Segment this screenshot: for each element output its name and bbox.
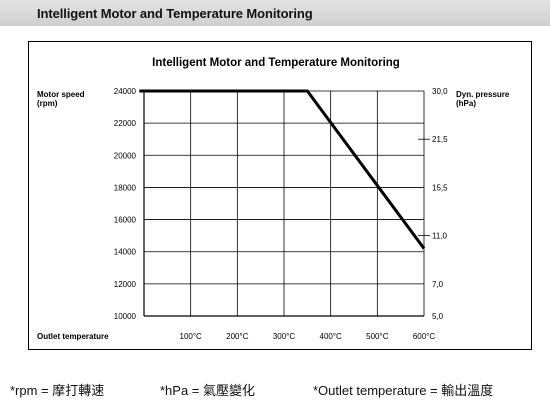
- y-axis-label-line1: Motor speed: [37, 90, 85, 99]
- right-axis-tick-label: 5,0: [432, 312, 444, 321]
- y-tick-label: 18000: [114, 183, 137, 192]
- right-axis-tick-label: 30,0: [432, 87, 448, 96]
- y-tick-label: 12000: [114, 280, 137, 289]
- x-tick-label: 200°C: [226, 332, 249, 341]
- y-tick-label: 16000: [114, 216, 137, 225]
- banner-title: Intelligent Motor and Temperature Monito…: [37, 6, 313, 21]
- footnote-hpa: *hPa = 氣壓變化: [160, 383, 256, 398]
- right-axis-tick-label: 11,0: [432, 232, 448, 241]
- y-tick-label: 10000: [114, 312, 137, 321]
- y-tick-label: 24000: [114, 87, 137, 96]
- footnote-outlet-temperature: *Outlet temperature = 輸出溫度: [313, 383, 494, 398]
- footnotes: *rpm = 摩打轉速 *hPa = 氣壓變化 *Outlet temperat…: [0, 380, 550, 404]
- footnote-rpm: *rpm = 摩打轉速: [10, 383, 105, 398]
- x-tick-label: 500°C: [366, 332, 389, 341]
- right-axis-label-line2: (hPa): [456, 99, 476, 108]
- y-tick-label: 20000: [114, 151, 137, 160]
- chart-title: Intelligent Motor and Temperature Monito…: [152, 57, 400, 69]
- chart-frame: [28, 41, 532, 350]
- y-tick-label: 14000: [114, 248, 137, 257]
- right-axis-tick-label: 15,5: [432, 183, 448, 192]
- header-banner: Intelligent Motor and Temperature Monito…: [0, 0, 550, 26]
- right-axis-tick-label: 7,0: [432, 280, 444, 289]
- x-tick-label: 600°C: [413, 332, 436, 341]
- x-tick-label: 300°C: [273, 332, 296, 341]
- y-tick-label: 22000: [114, 119, 137, 128]
- right-axis-label-line1: Dyn. pressure: [456, 90, 510, 99]
- right-axis-tick-label: 21,5: [432, 135, 448, 144]
- series-line: [139, 89, 426, 250]
- x-tick-label: 400°C: [320, 332, 343, 341]
- x-axis-label: Outlet temperature: [37, 332, 109, 341]
- y-axis-label-line2: (rpm): [37, 99, 58, 108]
- x-tick-label: 100°C: [180, 332, 203, 341]
